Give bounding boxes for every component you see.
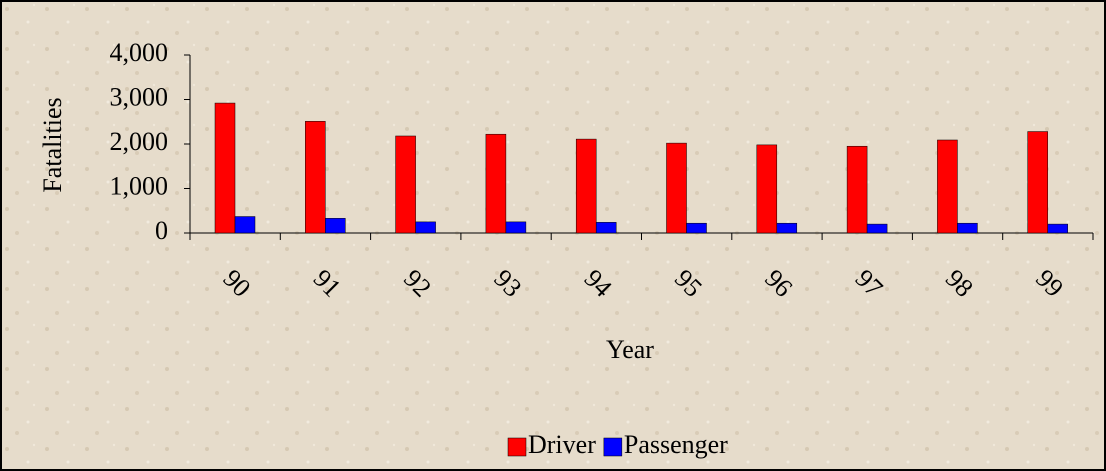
y-tick-label: 4,000 <box>110 38 169 67</box>
y-axis-title: Fatalities <box>38 97 67 192</box>
bar <box>325 218 346 234</box>
bar <box>666 142 687 234</box>
y-tick-label: 3,000 <box>110 82 169 111</box>
y-tick-label: 2,000 <box>110 127 169 156</box>
bar <box>1027 131 1048 234</box>
bar <box>937 139 958 234</box>
legend-label: Passenger <box>624 430 728 459</box>
bar <box>756 144 778 234</box>
bar <box>485 133 507 234</box>
bar <box>575 138 597 234</box>
bar <box>686 222 707 234</box>
bar <box>957 222 978 234</box>
y-tick-label: 0 <box>155 216 168 245</box>
legend-swatch <box>603 437 623 457</box>
y-tick-label: 1,000 <box>110 171 169 200</box>
bar <box>846 145 868 234</box>
bar <box>305 121 326 234</box>
bar <box>415 221 436 234</box>
bar <box>776 222 798 234</box>
bar <box>866 223 888 234</box>
bar <box>395 135 416 234</box>
bar <box>1047 223 1068 234</box>
bar <box>234 216 256 234</box>
bar <box>595 222 617 234</box>
bar <box>214 102 236 234</box>
legend-swatch <box>507 437 527 457</box>
legend-label: Driver <box>528 430 596 459</box>
x-axis-title: Year <box>606 335 654 364</box>
bar <box>505 221 527 234</box>
